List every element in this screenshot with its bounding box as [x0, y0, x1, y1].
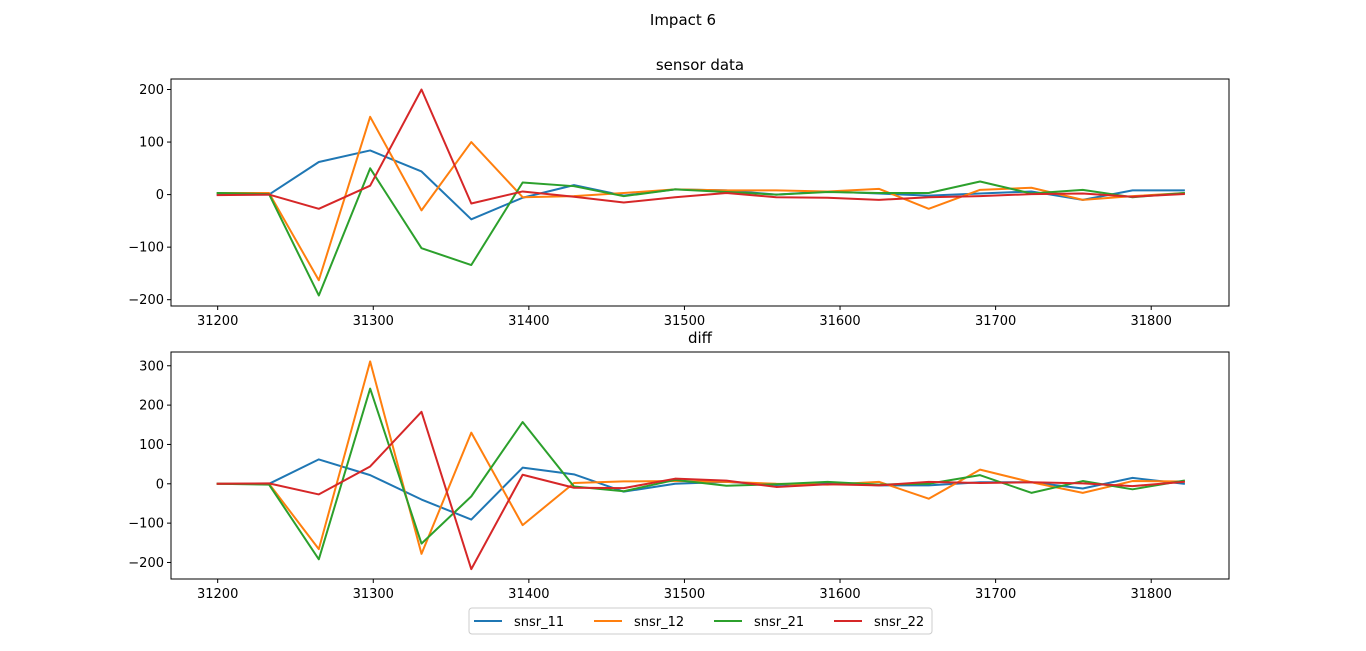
diff-ytick-label: −100 [128, 517, 164, 532]
sensor-data-xtick-label: 31800 [1131, 314, 1172, 329]
diff-xtick-label: 31600 [819, 587, 860, 602]
diff-ytick-label: 200 [139, 399, 164, 414]
sensor-data-ytick-label: 100 [139, 136, 164, 151]
sensor-data-xtick-label: 31300 [353, 314, 394, 329]
sensor-data-xtick-label: 31400 [508, 314, 549, 329]
sensor-data-xtick-label: 31700 [975, 314, 1016, 329]
diff-series-line-snsr-21 [216, 387, 1186, 561]
axes-title-diff: diff [688, 329, 713, 347]
legend-label-snsr-11: snsr_11 [514, 615, 564, 630]
diff-xtick-label: 31500 [664, 587, 705, 602]
diff-series-line-snsr-22 [216, 410, 1185, 571]
legend-label-snsr-22: snsr_22 [874, 615, 924, 630]
axes-sensor-data: sensor data 31200 31300 31400 31500 31600 317… [128, 56, 1230, 329]
sensor-data-xtick-label: 31500 [664, 314, 705, 329]
diff-xtick-label: 31700 [975, 587, 1016, 602]
diff-xtick-label: 31800 [1131, 587, 1172, 602]
diff-ytick-label: 100 [139, 438, 164, 453]
diff-ytick-label: 0 [156, 477, 164, 492]
legend: snsr_11 snsr_12 snsr_21 snsr_22 [468, 607, 933, 635]
axes-frame-sensor-data [170, 78, 1230, 307]
diff-ytick-label: −200 [128, 556, 164, 571]
diff-xtick-label: 31400 [508, 587, 549, 602]
sensor-data-ytick-label: −200 [128, 293, 164, 308]
diff-series-group [216, 360, 1186, 571]
sensor-data-xtick-label: 31600 [819, 314, 860, 329]
diff-ytick-label: 300 [139, 359, 164, 374]
legend-frame [468, 607, 933, 635]
axes-frame-diff [170, 351, 1230, 580]
legend-items: snsr_11 snsr_12 snsr_21 snsr_22 [474, 615, 924, 630]
sensor-data-ticks: 31200 31300 31400 31500 31600 31700 31800 −200 −… [128, 83, 1172, 329]
sensor-data-ytick-label: 200 [139, 83, 164, 98]
sensor-data-series-group [216, 88, 1185, 297]
diff-ticks: 31200 31300 31400 31500 31600 31700 31800 −200 −… [128, 359, 1172, 602]
figure-suptitle: Impact 6 [650, 11, 716, 29]
axes-title-sensor-data: sensor data [656, 56, 744, 74]
sensor-data-series-line-snsr-22 [216, 88, 1185, 210]
diff-xtick-label: 31300 [353, 587, 394, 602]
legend-label-snsr-21: snsr_21 [754, 615, 804, 630]
sensor-data-ytick-label: −100 [128, 241, 164, 256]
sensor-data-xtick-label: 31200 [197, 314, 238, 329]
diff-series-line-snsr-12 [216, 360, 1185, 555]
sensor-data-ytick-label: 0 [156, 188, 164, 203]
axes-diff: diff 31200 31300 31400 31500 31600 31700 31800… [128, 329, 1230, 602]
diff-xtick-label: 31200 [197, 587, 238, 602]
legend-label-snsr-12: snsr_12 [634, 615, 684, 630]
sensor-data-series-line-snsr-21 [216, 167, 1185, 297]
